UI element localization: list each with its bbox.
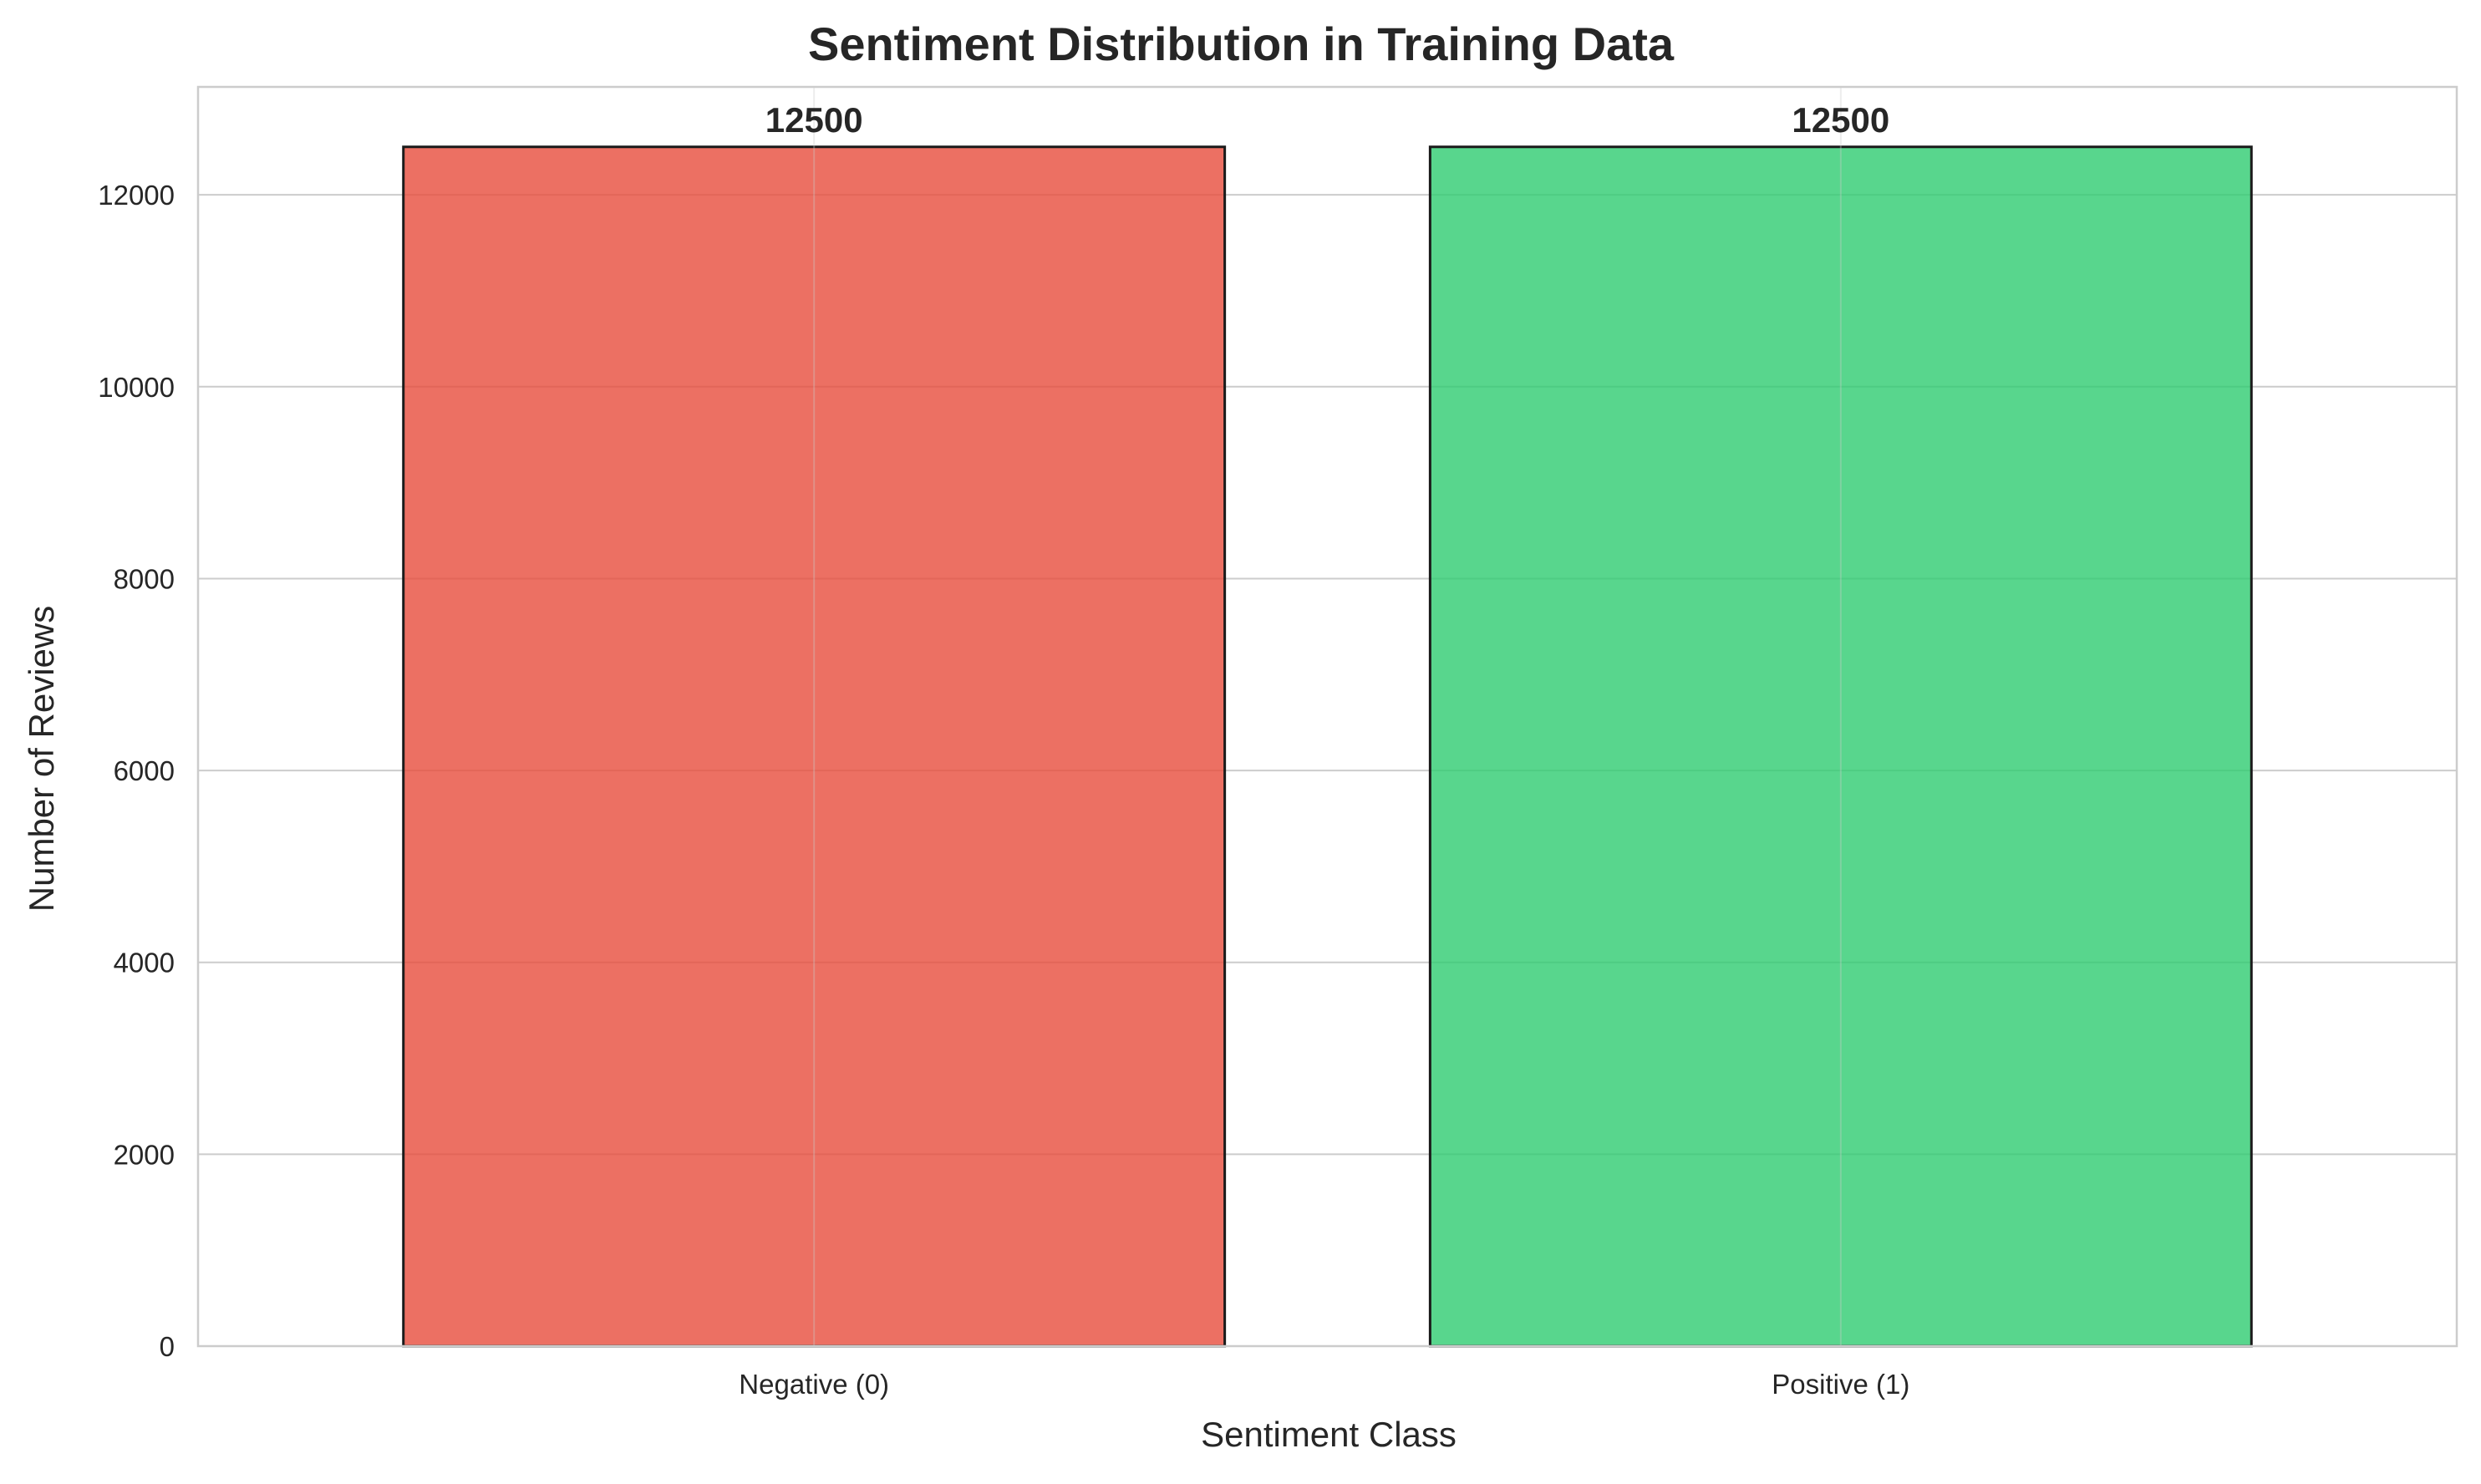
data-label: 12500 [1792,100,1889,140]
x-tick-label: Negative (0) [739,1369,889,1400]
y-tick-label: 8000 [114,563,175,594]
chart-title: Sentiment Distribution in Training Data [808,18,1675,70]
bar-negative [402,145,1227,1348]
bars [402,145,2253,1348]
data-labels: 12500 12500 [765,100,1889,140]
axes-frame [196,85,2458,1348]
y-tick-label: 6000 [114,755,175,786]
x-axis-label: Sentiment Class [1201,1415,1457,1454]
y-axis-ticks: 0 2000 4000 6000 8000 10000 12000 [98,180,175,1362]
y-tick-label: 10000 [98,372,175,403]
data-label: 12500 [765,100,863,140]
y-tick-label: 2000 [114,1139,175,1170]
x-axis-ticks: Negative (0) Positive (1) [739,1369,1909,1400]
y-tick-label: 12000 [98,180,175,211]
bar-positive [1428,145,2253,1348]
y-tick-label: 0 [160,1331,175,1362]
y-axis-label: Number of Reviews [22,606,61,912]
x-grid-lines [813,87,1842,1346]
y-tick-label: 4000 [114,948,175,978]
x-tick-label: Positive (1) [1772,1369,1909,1400]
